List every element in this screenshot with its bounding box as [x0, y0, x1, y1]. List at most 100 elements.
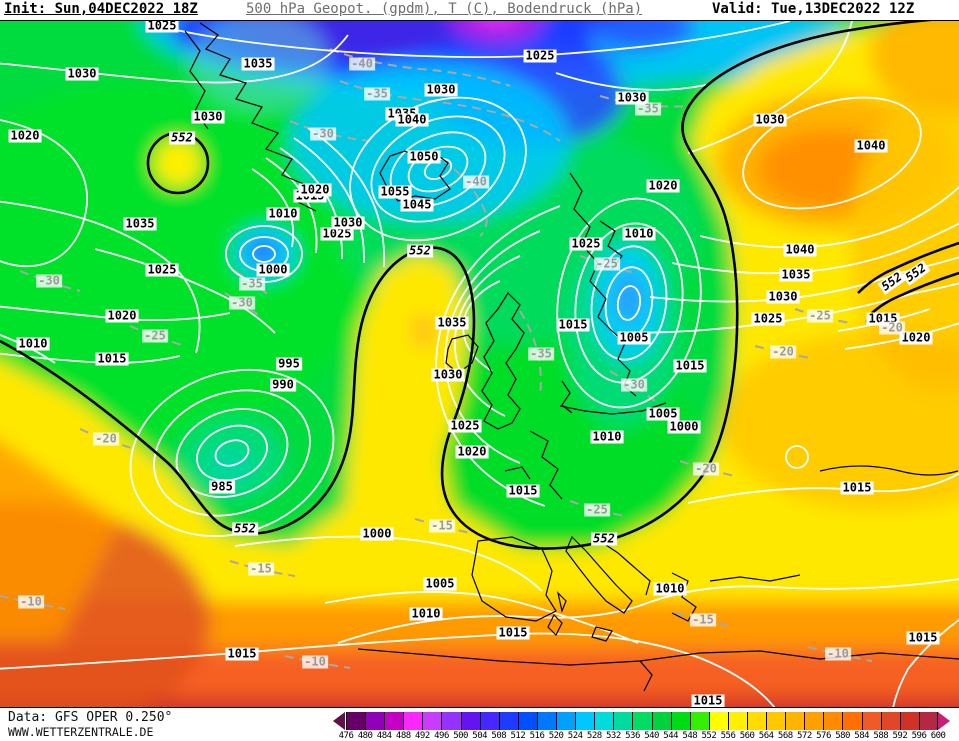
- colorbar-cell: [403, 712, 423, 730]
- temperature-label: -10: [18, 594, 44, 609]
- pressure-label: 1030: [331, 215, 365, 230]
- colorbar-tick: 592: [892, 731, 908, 741]
- map-labels-layer: 1025 1030 1035 1030 1020 1035 1025 1020 1010 1015…: [0, 21, 959, 707]
- gph-552-contours: [0, 21, 959, 550]
- pressure-label: 1030: [753, 112, 787, 127]
- pressure-label: 1040: [395, 112, 429, 127]
- temperature-label: -25: [584, 502, 610, 517]
- colorbar-tick: 580: [835, 731, 850, 741]
- colorbar-cell: [556, 712, 576, 730]
- pressure-label: 1020: [455, 444, 489, 459]
- geopotential-label: 552: [901, 260, 931, 286]
- colorbar-cell: [727, 712, 747, 730]
- pressure-label: 1030: [766, 289, 800, 304]
- colorbar-cell: [785, 712, 805, 730]
- temperature-label: -35: [635, 101, 661, 116]
- pressure-label: 1030: [424, 82, 458, 97]
- pressure-label: 1035: [123, 216, 157, 231]
- valid-time-label: Valid: Tue,13DEC2022 12Z: [712, 1, 915, 17]
- colorbar-tick: 568: [777, 731, 793, 741]
- temperature-label: -40: [349, 56, 375, 71]
- temperature-label: -15: [248, 561, 274, 576]
- pressure-label: 1035: [241, 56, 275, 71]
- colorbar-tick: 548: [682, 731, 698, 741]
- weather-map-canvas: 1025 1030 1035 1030 1020 1035 1025 1020 1010 1015…: [0, 20, 959, 708]
- colorbar-cell: [441, 712, 461, 730]
- pressure-label: 1020: [105, 308, 139, 323]
- colorbar-cell: [746, 712, 767, 730]
- temperature-label: -25: [807, 308, 833, 323]
- pressure-label: 1000: [256, 262, 290, 277]
- temperature-label: -30: [229, 295, 255, 310]
- pressure-label: 1025: [569, 236, 603, 251]
- pressure-label: 1055: [378, 184, 412, 199]
- pressure-label: 1020: [646, 178, 680, 193]
- colorbar-cell: [823, 712, 843, 730]
- colorbar-cell: [536, 712, 557, 730]
- colorbar-cell: [517, 712, 537, 730]
- pressure-label: 1010: [622, 226, 656, 241]
- pressure-label: 1000: [667, 419, 701, 434]
- colorbar-cell: [460, 712, 480, 730]
- pressure-label: 1025: [145, 262, 179, 277]
- colorbar-tick: 564: [758, 731, 774, 741]
- pressure-label: 1015: [840, 480, 874, 495]
- pressure-label: 1050: [407, 149, 441, 164]
- geopotential-label: 552: [232, 521, 258, 536]
- pressure-label: 1015: [691, 693, 725, 708]
- pressure-label: 1015: [556, 317, 590, 332]
- temperature-label: -40: [463, 174, 489, 189]
- colorbar-cell: [651, 712, 671, 730]
- website-label: WWW.WETTERZENTRALE.DE: [8, 725, 154, 739]
- init-time-label: Init: Sun,04DEC2022 18Z: [4, 1, 198, 17]
- pressure-label: 1040: [854, 138, 888, 153]
- colorbar-cell: [689, 712, 709, 730]
- pressure-label: 1025: [448, 418, 482, 433]
- pressure-label: 1025: [145, 20, 179, 33]
- colorbar-tick: 496: [434, 731, 449, 741]
- pressure-label: 1015: [225, 646, 259, 661]
- chart-subject-label: 500 hPa Geopot. (gpdm), T (C), Bodendruc…: [246, 1, 643, 17]
- pressure-label: 1030: [615, 90, 649, 105]
- colorbar-tick: 588: [873, 731, 889, 741]
- colorbar-cell: [880, 712, 900, 730]
- colorbar-tick: 572: [797, 731, 812, 741]
- pressure-label: 1015: [95, 351, 129, 366]
- colorbar-cell: [346, 712, 366, 730]
- colorbar-tick: 584: [854, 731, 870, 741]
- colorbar-cell: [422, 712, 442, 730]
- colorbar-cell: [632, 712, 652, 730]
- colorbar-tick: 504: [472, 731, 488, 741]
- pressure-label: 1005: [646, 406, 680, 421]
- colorbar-cell: [613, 712, 633, 730]
- temperature-label: -10: [825, 646, 851, 661]
- colorbar-cell: [842, 712, 862, 730]
- colorbar-cell: [384, 712, 404, 730]
- colorbar-tick: 600: [930, 731, 946, 741]
- geopotential-label: 552: [407, 243, 433, 258]
- pressure-label: 985: [209, 479, 235, 494]
- pressure-label: 990: [270, 377, 296, 392]
- colorbar-over-range-triangle: [938, 712, 950, 730]
- pressure-label: 1015: [496, 625, 530, 640]
- pressure-label: 1015: [906, 630, 940, 645]
- pressure-label: 1040: [783, 242, 817, 257]
- colorbar-tick: 488: [395, 731, 411, 741]
- colorbar-tick: 480: [357, 731, 373, 741]
- colorbar-cell: [594, 712, 614, 730]
- pressure-label: 1015: [673, 358, 707, 373]
- pressure-label: 1020: [298, 182, 332, 197]
- colorbar-cell: [575, 712, 595, 730]
- temperature-label: -20: [93, 431, 119, 446]
- pressure-label: 1025: [523, 48, 557, 63]
- colorbar-cell: [708, 712, 728, 730]
- colorbar-tick: 536: [625, 731, 640, 741]
- colorbar-cell: [365, 712, 385, 730]
- pressure-label: 1025: [751, 311, 785, 326]
- colorbar-tick: 492: [415, 731, 430, 741]
- temperature-label: -20: [879, 320, 905, 335]
- pressure-label: 1030: [65, 66, 99, 81]
- pressure-label: 1030: [191, 109, 225, 124]
- colorbar-tick: 560: [739, 731, 755, 741]
- colorbar-tick: 512: [510, 731, 526, 741]
